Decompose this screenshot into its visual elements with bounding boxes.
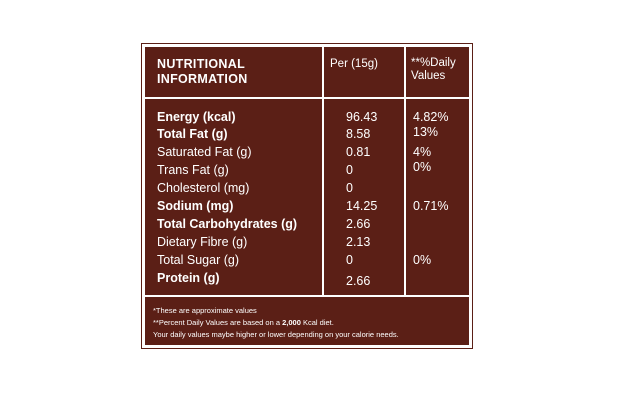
nutrient-name: Trans Fat (g) xyxy=(157,163,229,177)
footnote-percent-prefix: **Percent Daily Values are based on a xyxy=(153,318,283,327)
nutrient-per-value: 2.13 xyxy=(346,235,371,249)
nutrient-name: Saturated Fat (g) xyxy=(157,145,252,159)
nutrient-per-value: 14.25 xyxy=(346,199,378,213)
nutrient-name: Protein (g) xyxy=(157,271,220,285)
daily-values-header-line2: Values xyxy=(411,70,446,82)
table-title-line1: NUTRITIONAL xyxy=(157,57,246,71)
nutrient-name: Total Fat (g) xyxy=(157,127,228,141)
footnote-percent-daily: **Percent Daily Values are based on a 2,… xyxy=(153,317,469,329)
per-serving-header: Per (15g) xyxy=(330,58,378,70)
nutrient-daily-value: 0.71% xyxy=(413,199,449,213)
table-row: Sodium (mg) 14.25 0.71% xyxy=(145,197,469,215)
nutrient-name: Energy (kcal) xyxy=(157,110,236,124)
table-row: Total Carbohydrates (g) 2.66 xyxy=(145,215,469,233)
nutrient-name: Dietary Fibre (g) xyxy=(157,235,248,249)
footnote-approximate: *These are approximate values xyxy=(153,306,257,315)
nutrient-per-value: 2.66 xyxy=(346,217,371,231)
column-divider xyxy=(322,47,324,295)
header-divider xyxy=(145,97,469,99)
table-row: Protein (g) 2.66 xyxy=(145,269,469,288)
nutrient-daily-value: 13% xyxy=(413,125,439,139)
nutrient-daily-value: 0% xyxy=(413,253,432,267)
nutrient-per-value: 2.66 xyxy=(346,274,371,288)
table-row: Total Sugar (g) 0 0% xyxy=(145,251,469,269)
nutrient-per-value: 0.81 xyxy=(346,145,371,159)
column-divider xyxy=(404,47,406,295)
nutrition-table: NUTRITIONAL INFORMATION Per (15g) **%Dai… xyxy=(145,47,469,297)
nutrient-name: Total Sugar (g) xyxy=(157,253,239,267)
table-row: Dietary Fibre (g) 2.13 xyxy=(145,233,469,251)
nutrient-per-value: 8.58 xyxy=(346,127,371,141)
table-row: Saturated Fat (g) 0.81 4% xyxy=(145,143,469,161)
footnote-percent-suffix: Kcal diet. xyxy=(300,318,334,327)
table-title: NUTRITIONAL INFORMATION xyxy=(157,57,248,87)
nutrient-name: Total Carbohydrates (g) xyxy=(157,217,298,231)
table-title-line2: INFORMATION xyxy=(157,72,248,86)
table-row: Cholesterol (mg) 0 xyxy=(145,179,469,197)
nutrient-per-value: 0 xyxy=(346,181,353,195)
table-row: Trans Fat (g) 0 0% xyxy=(145,160,469,179)
nutrient-name: Sodium (mg) xyxy=(157,199,234,213)
footnote-daily-variance: Your daily values maybe higher or lower … xyxy=(153,330,399,339)
nutrient-daily-value: 4% xyxy=(413,145,432,159)
nutrient-daily-value: 0% xyxy=(413,160,432,174)
daily-values-header-line1: **%Daily xyxy=(411,57,456,69)
daily-values-header: **%Daily Values xyxy=(411,57,456,83)
footnote-kcal-amount: 2,000 xyxy=(282,318,301,327)
nutrient-per-value: 0 xyxy=(346,163,353,177)
nutrient-name: Cholesterol (mg) xyxy=(157,181,250,195)
table-row: Total Fat (g) 8.58 13% xyxy=(145,125,469,143)
table-bottom-divider xyxy=(145,295,469,297)
nutrition-panel: NUTRITIONAL INFORMATION Per (15g) **%Dai… xyxy=(141,43,473,349)
nutrient-per-value: 96.43 xyxy=(346,110,378,124)
nutrient-per-value: 0 xyxy=(346,253,353,267)
footnotes: *These are approximate values **Percent … xyxy=(153,305,469,341)
table-row: Energy (kcal) 96.43 4.82% xyxy=(145,108,469,126)
nutrient-daily-value: 4.82% xyxy=(413,110,449,124)
